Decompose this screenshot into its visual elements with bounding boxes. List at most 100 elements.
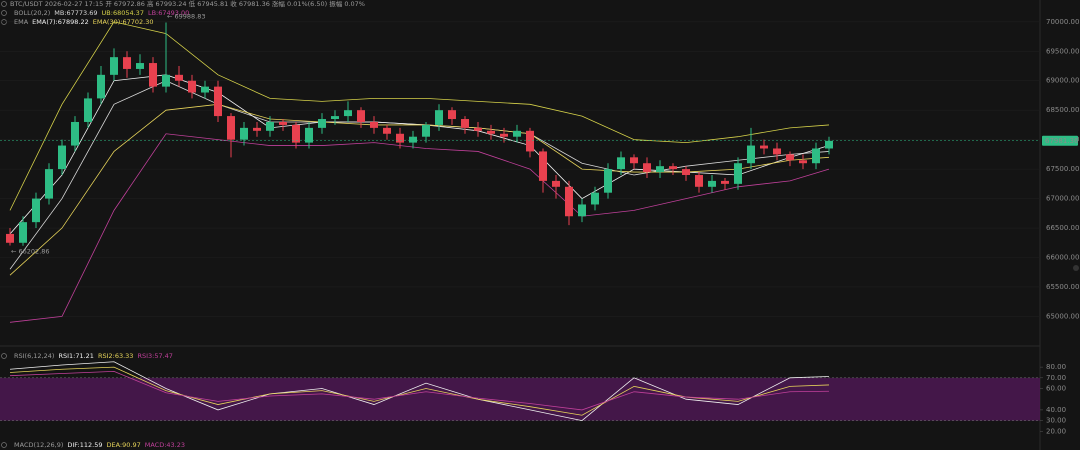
candle-body (331, 116, 339, 120)
candle-body (617, 157, 625, 170)
y-tick-label: 65500.00 (1046, 283, 1079, 291)
candle-body (396, 133, 404, 143)
candle-body (539, 151, 547, 181)
candle-body (500, 133, 508, 137)
candle-body (162, 74, 170, 87)
candle-body (175, 74, 183, 81)
legend-item: RSI2:63.33 (98, 352, 134, 360)
y-tick-label: 70000.00 (1046, 18, 1079, 26)
indicator-line (9, 366, 830, 416)
legend-item: EMA(7):67898.22 (32, 18, 89, 26)
candle-body (734, 163, 742, 184)
legend-item: RSI1:71.21 (58, 352, 94, 360)
scroll-button[interactable] (1073, 265, 1079, 271)
candle-body (513, 130, 521, 137)
annotation: ← 69988.83 (167, 12, 206, 20)
legend: EMA EMA(7):67898.22 EMA(30):67702.30 (14, 18, 153, 26)
candle-body (45, 169, 53, 199)
candle-body (370, 121, 378, 128)
candle-body (253, 127, 261, 131)
candle-body (604, 169, 612, 193)
y-tick-label: 70.00 (1046, 374, 1066, 382)
candle-body (474, 127, 482, 131)
candle-body (721, 180, 729, 184)
legend-item: EMA (14, 18, 29, 26)
candle-body (344, 110, 352, 117)
candle-body (422, 124, 430, 137)
annotation: ← 66202.86 (11, 248, 50, 256)
legend: RSI(6,12,24) RSI1:71.21 RSI2:63.33 RSI3:57.… (14, 352, 173, 360)
y-tick-label: 69500.00 (1046, 47, 1079, 55)
candle-body (188, 80, 196, 93)
y-tick-label: 66500.00 (1046, 224, 1079, 232)
legend-item: RSI(6,12,24) (14, 352, 54, 360)
candle-body (136, 63, 144, 69)
y-tick-label: 65000.00 (1046, 312, 1079, 320)
last-price-box (1042, 135, 1078, 146)
legend-item: LB:67493.00 (148, 9, 189, 17)
candle-body (292, 124, 300, 143)
candle-body (526, 130, 534, 152)
icon[interactable] (1, 353, 7, 359)
candle-body (643, 163, 651, 173)
candle-body (58, 145, 66, 170)
legend-item: DEA:90.97 (106, 441, 140, 449)
legend: BOLL(20,2) MB:67773.69 UB:68054.37 LB:67493… (14, 9, 189, 17)
candle-body (552, 180, 560, 187)
candle-body (591, 192, 599, 205)
indicator-line (9, 21, 830, 211)
candle-body (487, 130, 495, 134)
candle-body (799, 160, 807, 164)
legend-item: BOLL(20,2) (14, 9, 50, 17)
icon[interactable] (1, 1, 7, 7)
candle-body (123, 57, 131, 69)
candle-body (578, 204, 586, 217)
candle-body (266, 121, 274, 131)
candle-body (708, 180, 716, 187)
candle-body (71, 121, 79, 146)
candle-body (695, 175, 703, 187)
legend-item: UB:68054.37 (102, 9, 144, 17)
candle-body (747, 145, 755, 164)
y-tick-label: 60.00 (1046, 385, 1066, 393)
legend-item: RSI3:57.47 (137, 352, 173, 360)
legend-item: EMA(30):67702.30 (93, 18, 154, 26)
last-price-label: 67981.36 (1045, 137, 1079, 145)
candle-body (565, 186, 573, 217)
legend-item: DIF:112.59 (67, 441, 102, 449)
candle-body (279, 121, 287, 125)
candle-body (630, 157, 638, 164)
legend: MACD(12,26,9) DIF:112.59 DEA:90.97 MACD:43.… (14, 441, 185, 449)
y-tick-label: 67500.00 (1046, 165, 1079, 173)
y-tick-label: 20.00 (1046, 427, 1066, 435)
y-tick-label: 80.00 (1046, 363, 1066, 371)
candle-body (773, 148, 781, 155)
candle-body (825, 140, 833, 149)
candle-body (812, 148, 820, 164)
candle-body (318, 119, 326, 128)
candle-body (97, 74, 105, 99)
icon[interactable] (1, 442, 7, 448)
y-tick-label: 68500.00 (1046, 106, 1079, 114)
legend-item: MACD(12,26,9) (14, 441, 63, 449)
candle-body (669, 166, 677, 170)
indicator-line (9, 370, 830, 411)
legend-item: MB:67773.69 (54, 9, 97, 17)
y-tick-label: 69000.00 (1046, 77, 1079, 85)
candle-body (461, 119, 469, 128)
header-title: BTC/USDT 2026-02-27 17:15 开 67972.86 高 6… (10, 0, 365, 8)
candle-body (357, 110, 365, 122)
candle-body (435, 110, 443, 125)
rsi-band (0, 377, 1040, 421)
candle-body (409, 136, 417, 143)
candle-body (149, 63, 157, 87)
candle-body (383, 127, 391, 134)
candle-body (84, 98, 92, 122)
icon[interactable] (1, 10, 7, 16)
candle-body (448, 110, 456, 120)
candle-body (240, 127, 248, 140)
candle-body (656, 166, 664, 173)
candle-body (305, 127, 313, 143)
candle-body (760, 145, 768, 149)
